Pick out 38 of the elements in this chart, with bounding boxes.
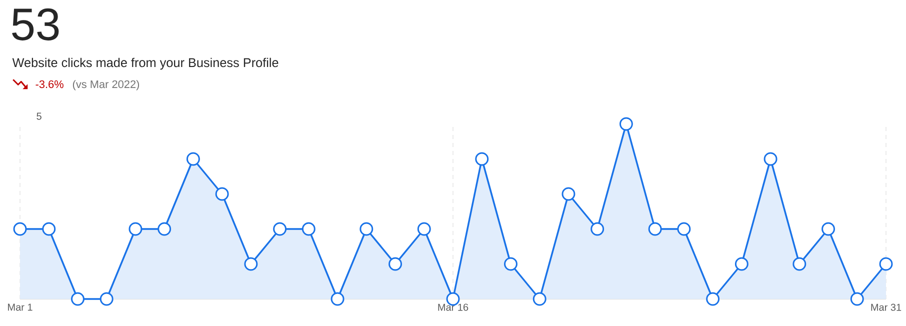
point	[590, 222, 604, 236]
point	[417, 222, 431, 236]
point	[850, 292, 864, 306]
chart-subtitle: Website clicks made from your Business Profile	[12, 58, 278, 70]
point	[42, 222, 56, 236]
point	[562, 187, 576, 201]
point	[302, 222, 316, 236]
point	[879, 257, 893, 271]
point	[71, 292, 84, 306]
point	[764, 152, 778, 166]
point	[388, 257, 402, 271]
point	[158, 222, 172, 236]
point	[273, 222, 287, 236]
point	[532, 292, 546, 306]
point	[215, 187, 229, 201]
point	[330, 292, 344, 306]
point	[734, 257, 748, 271]
point	[677, 222, 691, 236]
point	[619, 117, 633, 131]
point	[186, 152, 200, 166]
point	[475, 152, 489, 166]
point	[648, 222, 662, 236]
point	[244, 257, 258, 271]
point	[822, 222, 836, 236]
point	[100, 292, 114, 306]
point	[504, 257, 518, 271]
point	[792, 257, 806, 271]
text: -3.6%	[36, 80, 64, 88]
text: (vs Mar 2022)	[72, 80, 140, 90]
text: 5	[36, 112, 42, 120]
point	[13, 222, 27, 236]
point	[360, 222, 374, 236]
x-tick-label: Mar 31	[871, 304, 902, 311]
x-tick-label: Mar 1	[8, 304, 32, 311]
x-tick-label: Mar 16	[438, 304, 468, 311]
point	[706, 292, 720, 306]
chart-title: 53	[12, 8, 59, 40]
point	[128, 222, 142, 236]
